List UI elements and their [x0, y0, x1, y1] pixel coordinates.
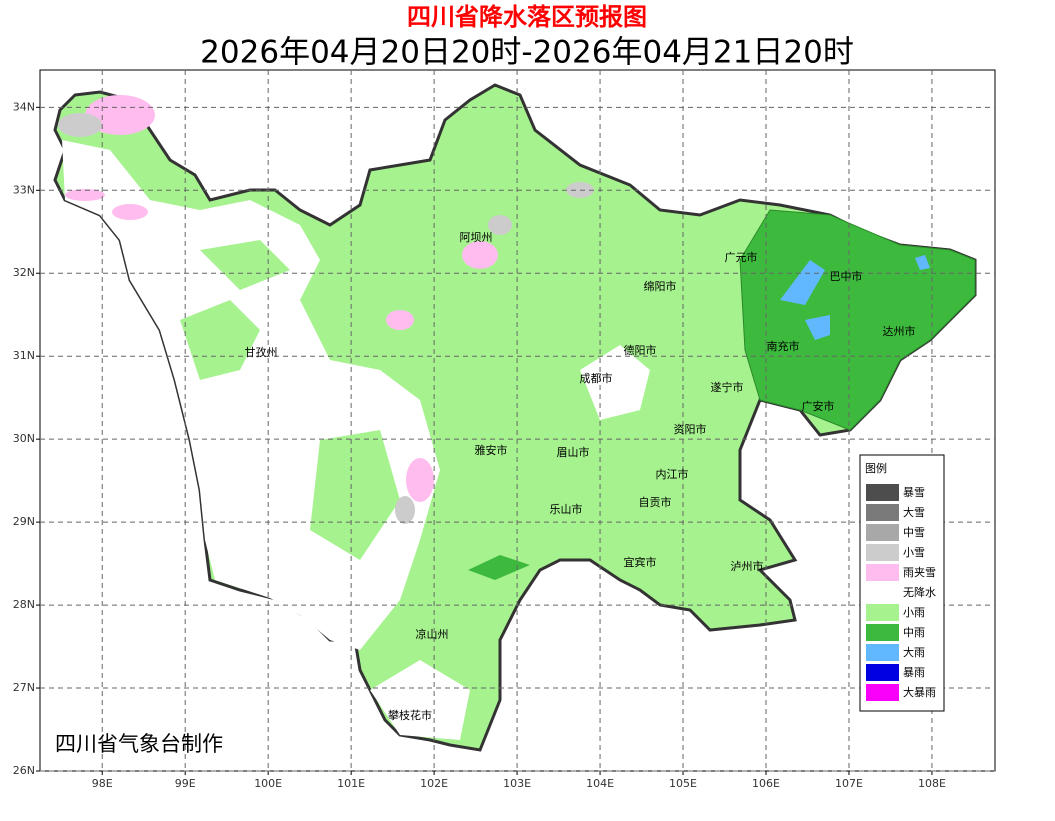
credit: 四川省气象台制作	[55, 732, 223, 756]
legend-swatch	[866, 584, 899, 601]
heavy-rain-patch	[780, 260, 825, 305]
snow-patch	[58, 113, 102, 137]
precip-regions	[53, 83, 977, 752]
city-label: 巴中市	[830, 269, 863, 283]
sleet-patch	[462, 241, 498, 269]
legend-swatch	[866, 544, 899, 561]
moderate-rain-area	[739, 209, 976, 431]
sleet-patch	[406, 458, 434, 502]
heavy-rain-patch	[915, 255, 930, 270]
x-tick-label: 103E	[503, 777, 531, 790]
y-tick-label: 32N	[13, 266, 35, 279]
city-label: 南充市	[767, 339, 800, 353]
x-tick-label: 100E	[254, 777, 282, 790]
x-tick-label: 99E	[175, 777, 196, 790]
city-label: 乐山市	[550, 502, 583, 516]
x-tick-label: 104E	[586, 777, 614, 790]
legend-label: 小雪	[903, 546, 925, 559]
y-tick-label: 31N	[13, 349, 35, 362]
y-tick-label: 30N	[13, 432, 35, 445]
rain-patch	[200, 240, 290, 290]
sleet-patch	[386, 310, 414, 330]
y-tick-label: 33N	[13, 183, 35, 196]
y-tick-label: 28N	[13, 598, 35, 611]
legend-swatch	[866, 624, 899, 641]
legend-swatch	[866, 484, 899, 501]
legend-swatch	[866, 604, 899, 621]
city-label: 广安市	[802, 399, 835, 413]
legend-label: 雨夹雪	[903, 566, 936, 579]
legend-label: 暴雨	[903, 666, 925, 679]
legend-label: 大雨	[903, 645, 925, 659]
x-tick-label: 105E	[669, 777, 697, 790]
city-label: 达州市	[883, 324, 916, 338]
legend-label: 小雨	[903, 606, 925, 619]
legend-swatch	[866, 644, 899, 661]
dry-area	[370, 660, 470, 740]
city-label: 德阳市	[624, 343, 657, 357]
x-tick-label: 101E	[337, 777, 365, 790]
legend-label: 无降水	[903, 585, 936, 599]
y-tick-label: 27N	[13, 681, 35, 694]
city-label: 成都市	[580, 371, 613, 385]
dry-area	[580, 345, 650, 420]
legend-title: 图例	[865, 461, 887, 475]
rain-patch	[180, 300, 260, 380]
x-tick-label: 107E	[835, 777, 863, 790]
rain-patch	[310, 430, 400, 560]
snow-patch	[395, 496, 415, 524]
y-tick-label: 34N	[13, 100, 35, 113]
city-label: 自贡市	[639, 495, 672, 509]
y-tick-label: 26N	[13, 764, 35, 777]
legend-label: 中雨	[903, 626, 925, 639]
city-label: 内江市	[656, 467, 689, 481]
legend-label: 大雪	[903, 505, 925, 519]
x-tick-label: 102E	[420, 777, 448, 790]
legend-label: 暴雪	[903, 486, 925, 499]
graticule: 98E 99E 100E 101E 102E 103E 104E 105E 106E 107E 10…	[13, 70, 995, 790]
x-tick-label: 98E	[92, 777, 113, 790]
city-label: 泸州市	[731, 559, 764, 573]
x-tick-label: 106E	[752, 777, 780, 790]
legend-swatch	[866, 504, 899, 521]
city-label: 眉山市	[557, 445, 590, 459]
city-label: 宜宾市	[624, 555, 657, 569]
map-subtitle: 2026年04月20日20时-2026年04月21日20时	[200, 35, 854, 71]
legend-swatch	[866, 664, 899, 681]
legend-swatch	[866, 524, 899, 541]
map-title: 四川省降水落区预报图	[407, 3, 647, 31]
heavy-rain-patch	[805, 315, 830, 340]
city-label: 广元市	[725, 250, 758, 264]
legend-swatch	[866, 564, 899, 581]
legend-swatch	[866, 684, 899, 701]
legend-label: 大暴雨	[903, 685, 936, 699]
city-label: 凉山州	[416, 627, 449, 641]
sleet-patch	[112, 204, 148, 220]
snow-patch	[488, 215, 512, 235]
moderate-rain-patch	[468, 555, 530, 580]
y-tick-label: 29N	[13, 515, 35, 528]
city-label: 绵阳市	[644, 279, 677, 293]
legend-label: 中雪	[903, 526, 925, 539]
city-label: 雅安市	[475, 443, 508, 457]
x-tick-label: 108E	[918, 777, 946, 790]
city-label: 遂宁市	[711, 380, 744, 394]
city-label: 甘孜州	[245, 345, 278, 359]
city-label: 阿坝州	[460, 230, 493, 244]
city-label: 攀枝花市	[388, 708, 432, 722]
city-label: 资阳市	[674, 422, 707, 436]
sleet-patch	[65, 189, 105, 201]
